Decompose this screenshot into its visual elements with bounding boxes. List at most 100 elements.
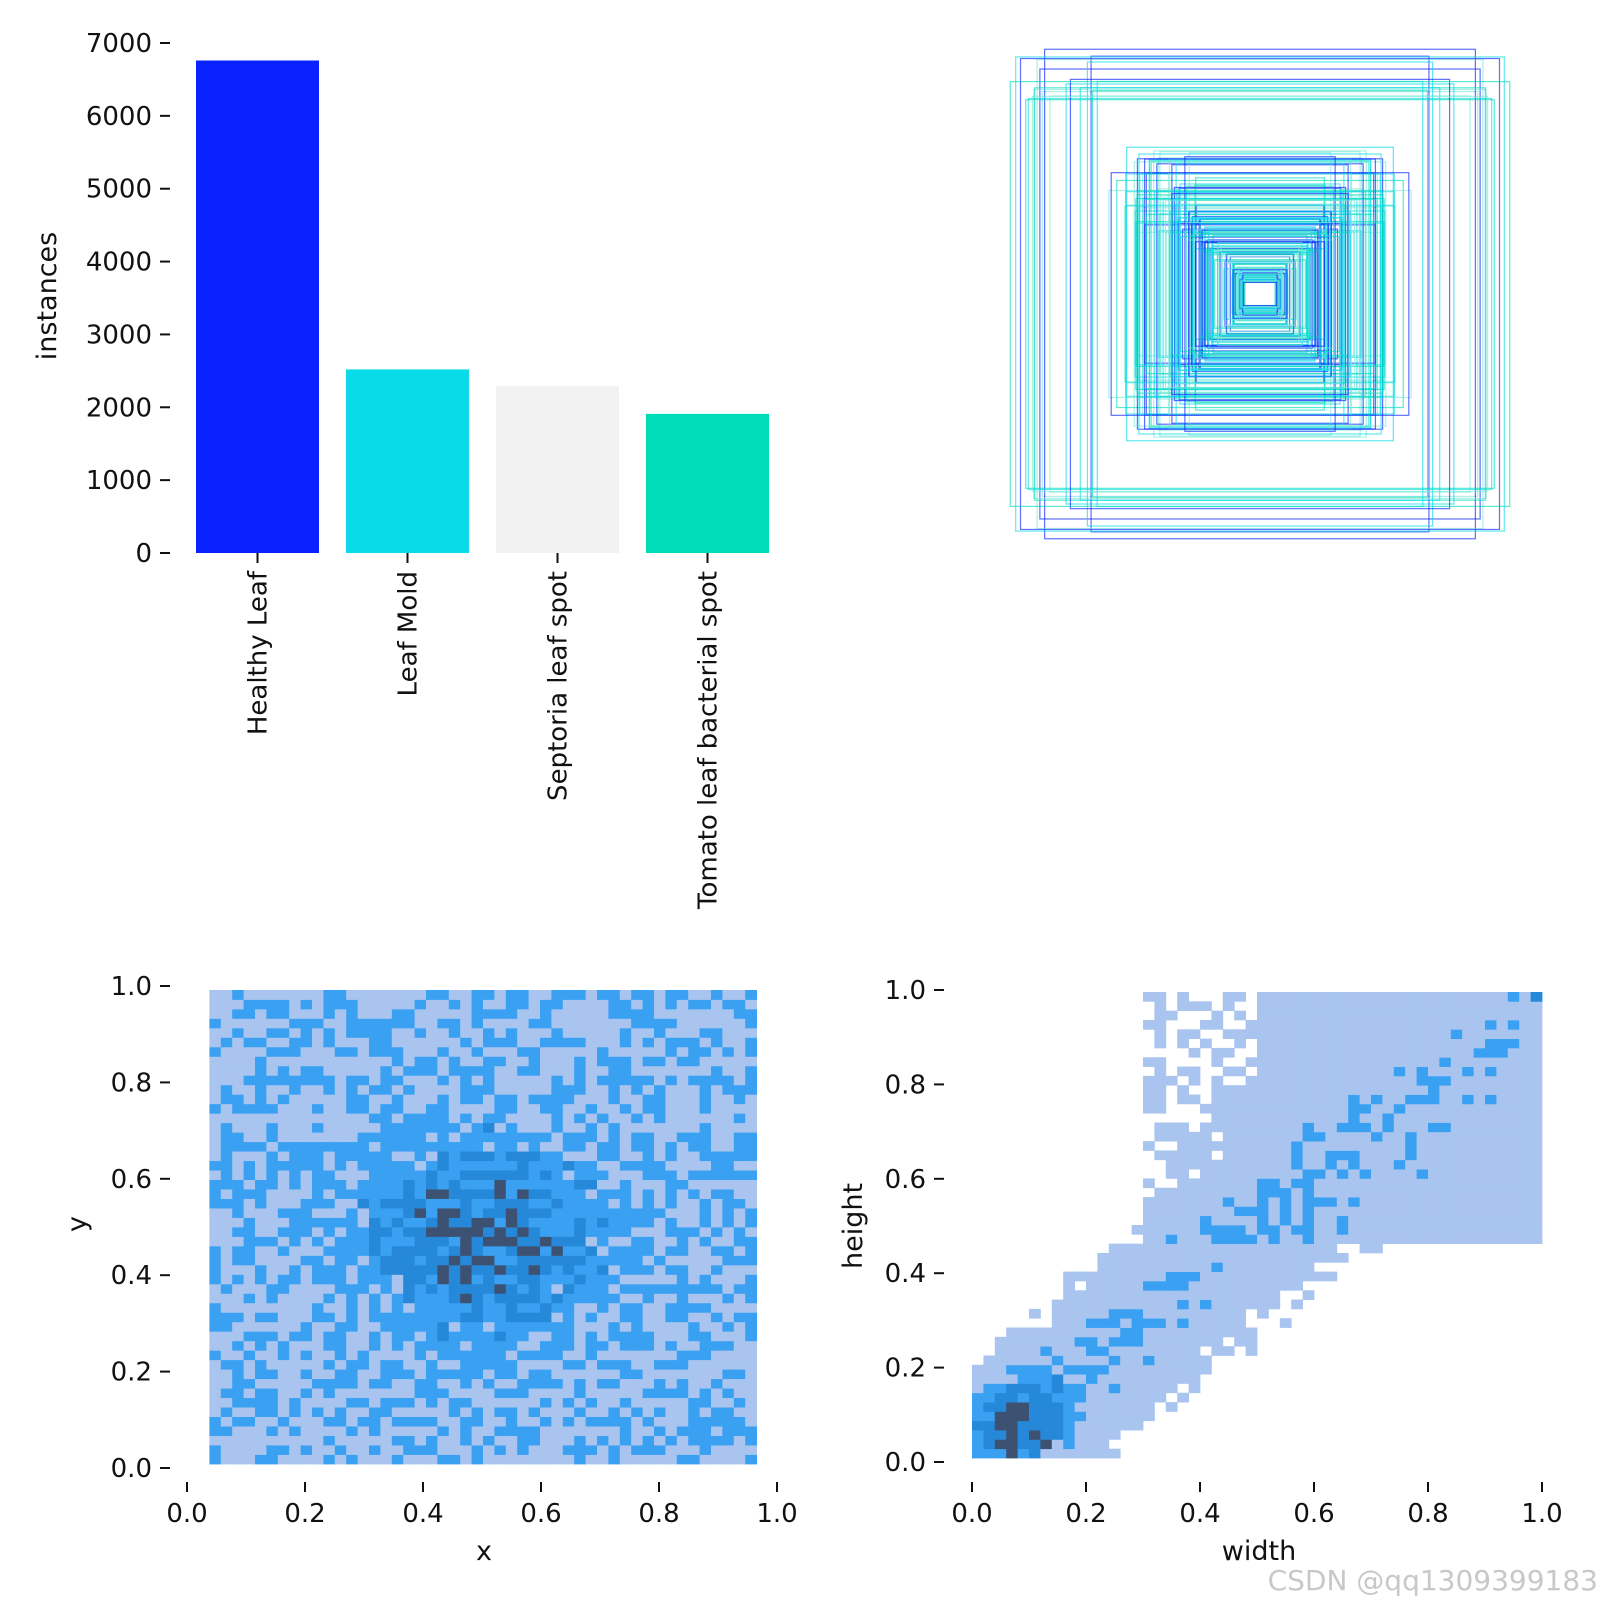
heatmap-cell [1405,1019,1417,1030]
heatmap-cell [733,1274,746,1285]
heatmap-cell [483,1388,495,1399]
heatmap-cell [391,1378,404,1389]
heatmap-cell [403,1407,415,1417]
heatmap-cell [369,1227,381,1237]
heatmap-cell [722,1435,735,1446]
heatmap-cell [448,1198,461,1209]
bounding-box [1185,221,1335,367]
heatmap-cell [505,1293,518,1304]
heatmap-cell [403,1388,415,1399]
heatmap-cell [1017,1439,1030,1450]
heatmap-cell [1382,1085,1395,1095]
heatmap-cell [540,1378,552,1389]
heatmap-cell [1405,1066,1417,1077]
heatmap-cell [1120,1308,1132,1319]
heatmap-cell [1325,1243,1338,1254]
heatmap-cell [1211,1299,1224,1310]
heatmap-cell [619,1312,632,1323]
heatmap-cell [1496,1047,1509,1058]
heatmap-cell [528,1198,541,1209]
heatmap-cell [426,1208,438,1218]
heatmap-cell [733,1331,746,1342]
heatmap-cell [471,1046,484,1057]
heatmap-cell [1006,1364,1018,1375]
heatmap-cell [426,1454,438,1465]
heatmap-cell [1496,1225,1509,1235]
heatmap-cell [972,1411,984,1422]
heatmap-cell [437,1027,450,1038]
x-tick-label: 1.0 [1521,1499,1562,1529]
heatmap-cell [277,1321,290,1332]
heatmap-cell [1473,1150,1486,1161]
heatmap-cell [403,1416,415,1427]
heatmap-cell [699,1293,712,1304]
heatmap-cell [483,1075,495,1086]
heatmap-cell [654,1312,666,1323]
heatmap-cell [437,1075,450,1086]
bounding-box [1242,280,1278,308]
heatmap-cell [380,1122,393,1133]
heatmap-cell [1462,1141,1474,1151]
heatmap-cell [1302,1122,1315,1133]
heatmap-cell [585,1018,598,1029]
heatmap-cell [1507,1197,1520,1207]
heatmap-cell [1336,1252,1349,1263]
heatmap-cell [277,999,290,1010]
heatmap-cell [699,1056,712,1067]
heatmap-cell [346,1388,358,1399]
heatmap-cell [619,1056,632,1067]
heatmap-cell [437,1170,450,1180]
heatmap-cell [528,1445,541,1455]
heatmap-cell [448,1293,461,1304]
heatmap-cell [346,1331,358,1342]
heatmap-cell [209,1141,222,1152]
heatmap-cell [209,1312,222,1323]
bounding-box [1091,90,1429,498]
heatmap-cell [334,1293,347,1304]
heatmap-cell [1279,1010,1292,1021]
heatmap-cell [1108,1243,1121,1254]
heatmap-cell [1336,1038,1349,1049]
heatmap-cell [1485,1141,1497,1151]
heatmap-cell [1086,1346,1098,1356]
heatmap-cell [505,1056,518,1067]
heatmap-cell [1200,1299,1212,1310]
heatmap-cell [323,1312,336,1323]
heatmap-cell [483,1189,495,1199]
heatmap-cell [1097,1318,1110,1328]
heatmap-cell [1177,1327,1189,1338]
heatmap-cell [494,1388,507,1399]
heatmap-cell [1348,1075,1360,1086]
heatmap-cell [608,1027,621,1038]
heatmap-cell [1143,1215,1155,1226]
heatmap-cell [471,1445,484,1455]
heatmap-cell [654,1264,666,1275]
heatmap-cell [505,1245,518,1256]
heatmap-cell [312,1321,324,1332]
heatmap-cell [1519,1234,1531,1245]
heatmap-cell [1462,1187,1474,1198]
heatmap-cell [1086,1364,1098,1375]
heatmap-cell [745,1378,757,1389]
heatmap-cell [1108,1411,1121,1422]
heatmap-cell [369,1302,381,1313]
heatmap-cell [289,1227,301,1237]
heatmap-cell [1359,1150,1372,1161]
heatmap-cell [608,1132,621,1143]
heatmap-cell [414,1227,427,1237]
heatmap-cell [209,1094,222,1105]
heatmap-cell [505,1369,518,1380]
heatmap-cell [1462,1066,1474,1077]
heatmap-cell [665,1217,678,1228]
heatmap-cell [1473,1215,1486,1226]
heatmap-cell [1496,1169,1509,1179]
heatmap-cell [426,1283,438,1294]
heatmap-cell [722,1056,735,1067]
heatmap-cell [1154,1085,1167,1095]
heatmap-cell [414,1037,427,1048]
bounding-box [1153,150,1367,438]
heatmap-cell [1279,1075,1292,1086]
heatmap-cell [300,1084,313,1095]
heatmap-cell [585,1056,598,1067]
xy-x-axis-label: x [476,1536,492,1567]
